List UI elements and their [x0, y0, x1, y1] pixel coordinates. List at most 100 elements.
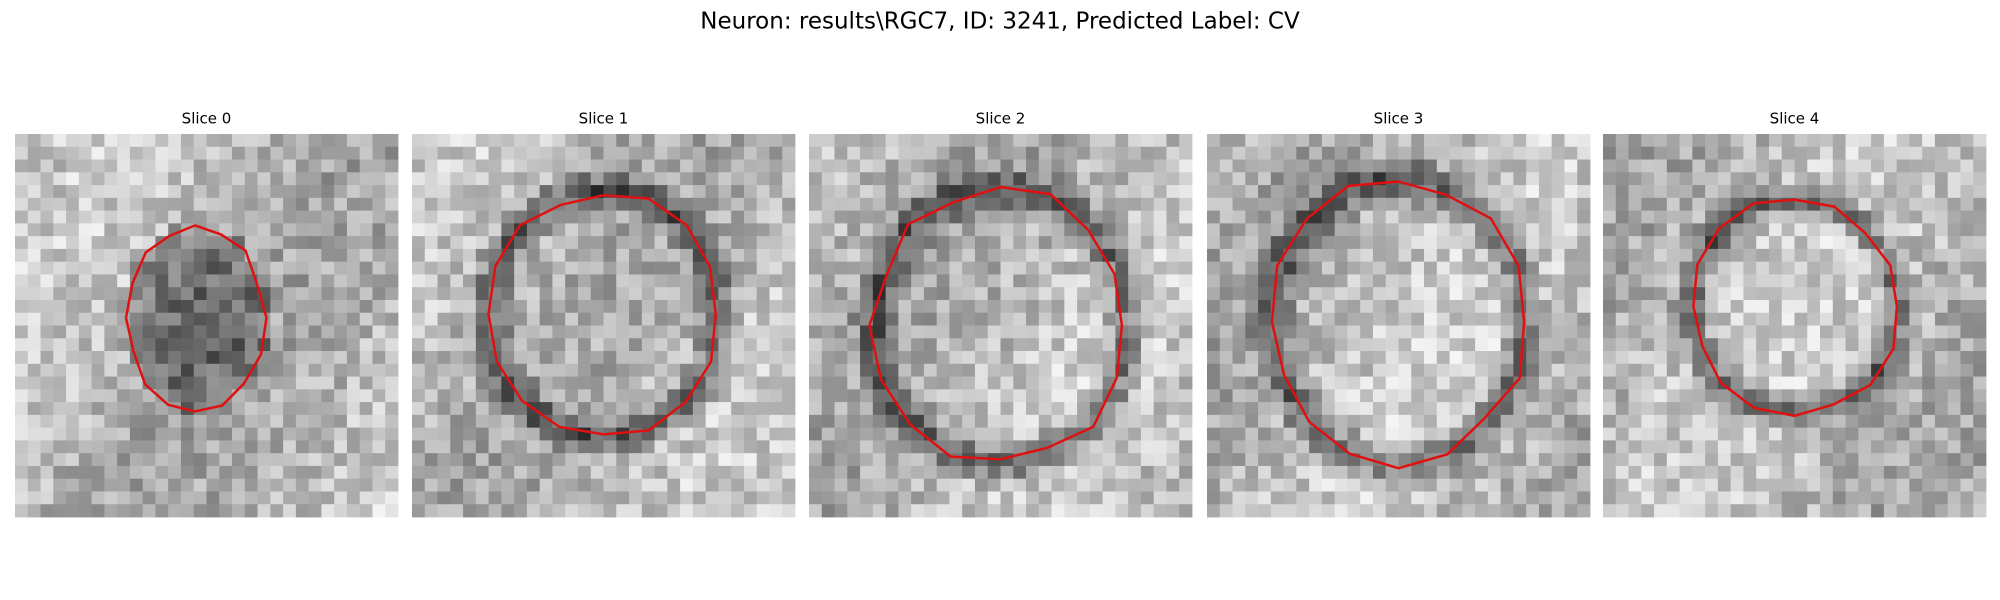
pixel — [91, 236, 105, 250]
pixel — [155, 172, 169, 186]
pixel — [1781, 248, 1795, 263]
pixel — [475, 261, 489, 275]
pixel — [1153, 338, 1167, 352]
pixel — [705, 414, 719, 429]
pixel — [1909, 274, 1923, 288]
pixel — [1973, 248, 1987, 263]
pixel — [1564, 491, 1578, 505]
pixel — [501, 172, 515, 186]
pixel — [1436, 261, 1450, 275]
pixel — [219, 351, 233, 365]
pixel — [475, 159, 489, 173]
pixel — [1858, 491, 1872, 505]
pixel — [1526, 159, 1540, 173]
pixel — [1475, 453, 1489, 467]
pixel — [53, 287, 67, 301]
pixel — [1347, 465, 1361, 480]
pixel — [898, 248, 912, 263]
pixel — [1013, 338, 1027, 352]
pixel — [232, 453, 246, 467]
pixel — [1153, 351, 1167, 365]
pixel — [756, 146, 770, 160]
pixel — [372, 223, 386, 237]
pixel — [437, 478, 451, 492]
pixel — [1513, 287, 1527, 301]
pixel — [412, 248, 426, 263]
pixel — [359, 338, 373, 352]
pixel — [1641, 491, 1655, 505]
pixel — [1487, 248, 1502, 263]
pixel — [1102, 363, 1116, 377]
pixel — [1615, 172, 1629, 186]
pixel — [1654, 402, 1668, 416]
pixel — [949, 338, 963, 352]
pixel — [526, 363, 541, 377]
pixel — [1845, 274, 1859, 288]
pixel — [1577, 299, 1591, 314]
pixel — [1551, 134, 1565, 148]
pixel — [769, 427, 783, 441]
pixel — [1334, 389, 1348, 403]
pixel — [885, 236, 899, 250]
pixel — [1756, 159, 1770, 173]
pixel — [565, 504, 579, 518]
pixel — [756, 172, 770, 186]
pixel — [1232, 325, 1246, 339]
pixel — [308, 363, 322, 377]
pixel — [1666, 478, 1680, 492]
pixel — [66, 287, 80, 301]
pixel — [1781, 453, 1795, 467]
pixel — [1730, 440, 1744, 454]
pixel — [180, 287, 195, 301]
pixel — [437, 453, 451, 467]
pixel — [911, 287, 925, 301]
pixel — [1500, 325, 1514, 339]
pixel — [1756, 210, 1770, 224]
pixel — [1462, 312, 1476, 326]
pixel — [923, 338, 938, 352]
pixel — [412, 312, 426, 326]
pixel — [129, 427, 144, 441]
pixel — [1102, 491, 1116, 505]
pixel — [1526, 287, 1540, 301]
pixel — [1692, 478, 1706, 492]
pixel — [27, 491, 41, 505]
pixel — [1207, 414, 1221, 429]
pixel — [142, 363, 156, 377]
pixel — [450, 223, 464, 237]
pixel — [193, 376, 207, 390]
pixel — [1283, 185, 1297, 199]
pixel — [872, 338, 886, 352]
pixel — [1064, 312, 1078, 326]
pixel — [718, 325, 732, 339]
pixel — [860, 338, 874, 352]
pixel — [1398, 325, 1412, 339]
pixel — [539, 376, 553, 390]
pixel — [1219, 172, 1233, 186]
pixel — [809, 376, 823, 390]
pixel — [78, 402, 92, 416]
pixel — [1526, 414, 1540, 429]
pixel — [78, 363, 92, 377]
pixel — [1896, 210, 1910, 224]
pixel — [1960, 287, 1974, 301]
pixel — [372, 389, 386, 403]
pixel — [219, 402, 233, 416]
pixel — [1487, 274, 1502, 288]
pixel — [1153, 325, 1167, 339]
pixel — [769, 134, 783, 148]
pixel — [180, 478, 195, 492]
pixel — [834, 453, 848, 467]
pixel — [1232, 402, 1246, 416]
pixel — [15, 351, 29, 365]
pixel — [40, 414, 54, 429]
pixel — [809, 312, 823, 326]
pixel — [1654, 261, 1668, 275]
pixel — [1692, 363, 1706, 377]
pixel — [834, 338, 848, 352]
pixel — [1258, 248, 1272, 263]
pixel — [321, 427, 335, 441]
pixel — [1743, 338, 1757, 352]
pixel — [295, 223, 310, 237]
pixel — [654, 299, 668, 314]
